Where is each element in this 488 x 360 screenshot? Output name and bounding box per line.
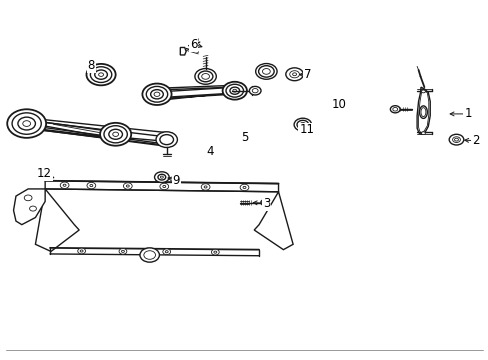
Circle shape [113, 132, 118, 136]
Circle shape [86, 64, 116, 85]
Circle shape [243, 186, 245, 189]
Circle shape [121, 250, 124, 252]
Circle shape [296, 120, 308, 129]
Polygon shape [35, 189, 79, 251]
Text: 11: 11 [299, 123, 314, 136]
Circle shape [203, 186, 206, 188]
Circle shape [452, 137, 459, 143]
Circle shape [156, 132, 177, 148]
Circle shape [448, 134, 463, 145]
Circle shape [285, 68, 303, 81]
Circle shape [240, 184, 248, 191]
Text: 10: 10 [331, 98, 346, 111]
Text: 5: 5 [240, 131, 248, 144]
Polygon shape [53, 121, 107, 134]
Circle shape [18, 117, 35, 130]
Circle shape [87, 183, 96, 189]
Text: 1: 1 [464, 107, 471, 120]
Polygon shape [166, 88, 225, 97]
Polygon shape [14, 189, 45, 225]
Circle shape [232, 89, 236, 92]
Text: 7: 7 [304, 68, 311, 81]
Circle shape [213, 251, 216, 253]
Circle shape [154, 172, 169, 183]
Circle shape [165, 251, 168, 253]
Circle shape [454, 138, 458, 141]
Polygon shape [261, 200, 265, 205]
Polygon shape [159, 93, 233, 100]
Circle shape [292, 73, 296, 76]
Circle shape [249, 86, 261, 95]
Circle shape [198, 71, 212, 82]
Text: 6: 6 [189, 38, 197, 51]
Text: 12: 12 [37, 167, 52, 180]
Polygon shape [24, 118, 172, 138]
Circle shape [150, 90, 163, 99]
Circle shape [160, 135, 173, 145]
Circle shape [262, 68, 270, 74]
Text: 4: 4 [206, 145, 214, 158]
Circle shape [24, 195, 32, 201]
Circle shape [225, 84, 243, 97]
Circle shape [104, 126, 127, 143]
Circle shape [229, 87, 239, 94]
Circle shape [140, 248, 159, 262]
Circle shape [142, 84, 171, 105]
Circle shape [99, 73, 103, 76]
Polygon shape [418, 89, 428, 133]
Circle shape [78, 248, 85, 254]
Circle shape [90, 184, 93, 186]
Text: 9: 9 [172, 174, 180, 186]
Circle shape [23, 121, 30, 126]
Polygon shape [254, 192, 292, 249]
Polygon shape [180, 48, 186, 55]
Circle shape [252, 89, 258, 93]
Circle shape [421, 132, 425, 135]
Circle shape [389, 106, 399, 113]
Circle shape [95, 70, 107, 79]
Circle shape [201, 184, 209, 190]
Circle shape [154, 92, 160, 96]
Polygon shape [416, 87, 429, 134]
Circle shape [30, 206, 36, 211]
Polygon shape [24, 126, 172, 146]
Circle shape [146, 86, 167, 102]
Circle shape [126, 185, 129, 187]
Circle shape [160, 183, 168, 190]
Circle shape [255, 64, 277, 79]
Circle shape [293, 118, 311, 131]
Circle shape [63, 184, 66, 186]
Circle shape [421, 90, 425, 93]
Circle shape [109, 129, 122, 139]
Circle shape [258, 66, 274, 77]
Text: 8: 8 [87, 59, 95, 72]
Circle shape [160, 176, 163, 178]
Circle shape [222, 82, 246, 100]
Text: 3: 3 [262, 197, 269, 210]
Circle shape [119, 248, 126, 254]
Circle shape [163, 249, 170, 255]
Circle shape [289, 71, 299, 78]
Circle shape [60, 182, 69, 188]
Polygon shape [45, 181, 278, 192]
Circle shape [211, 249, 219, 255]
Circle shape [90, 67, 112, 82]
Circle shape [123, 183, 132, 189]
Circle shape [392, 108, 397, 111]
Circle shape [7, 109, 46, 138]
Circle shape [163, 185, 165, 188]
Circle shape [195, 68, 216, 84]
Text: 2: 2 [471, 134, 478, 147]
Circle shape [201, 73, 209, 79]
Circle shape [299, 122, 305, 127]
Circle shape [143, 251, 155, 259]
Polygon shape [159, 85, 233, 90]
Circle shape [80, 250, 83, 252]
Circle shape [100, 123, 131, 146]
Circle shape [158, 174, 165, 180]
Circle shape [12, 113, 41, 134]
